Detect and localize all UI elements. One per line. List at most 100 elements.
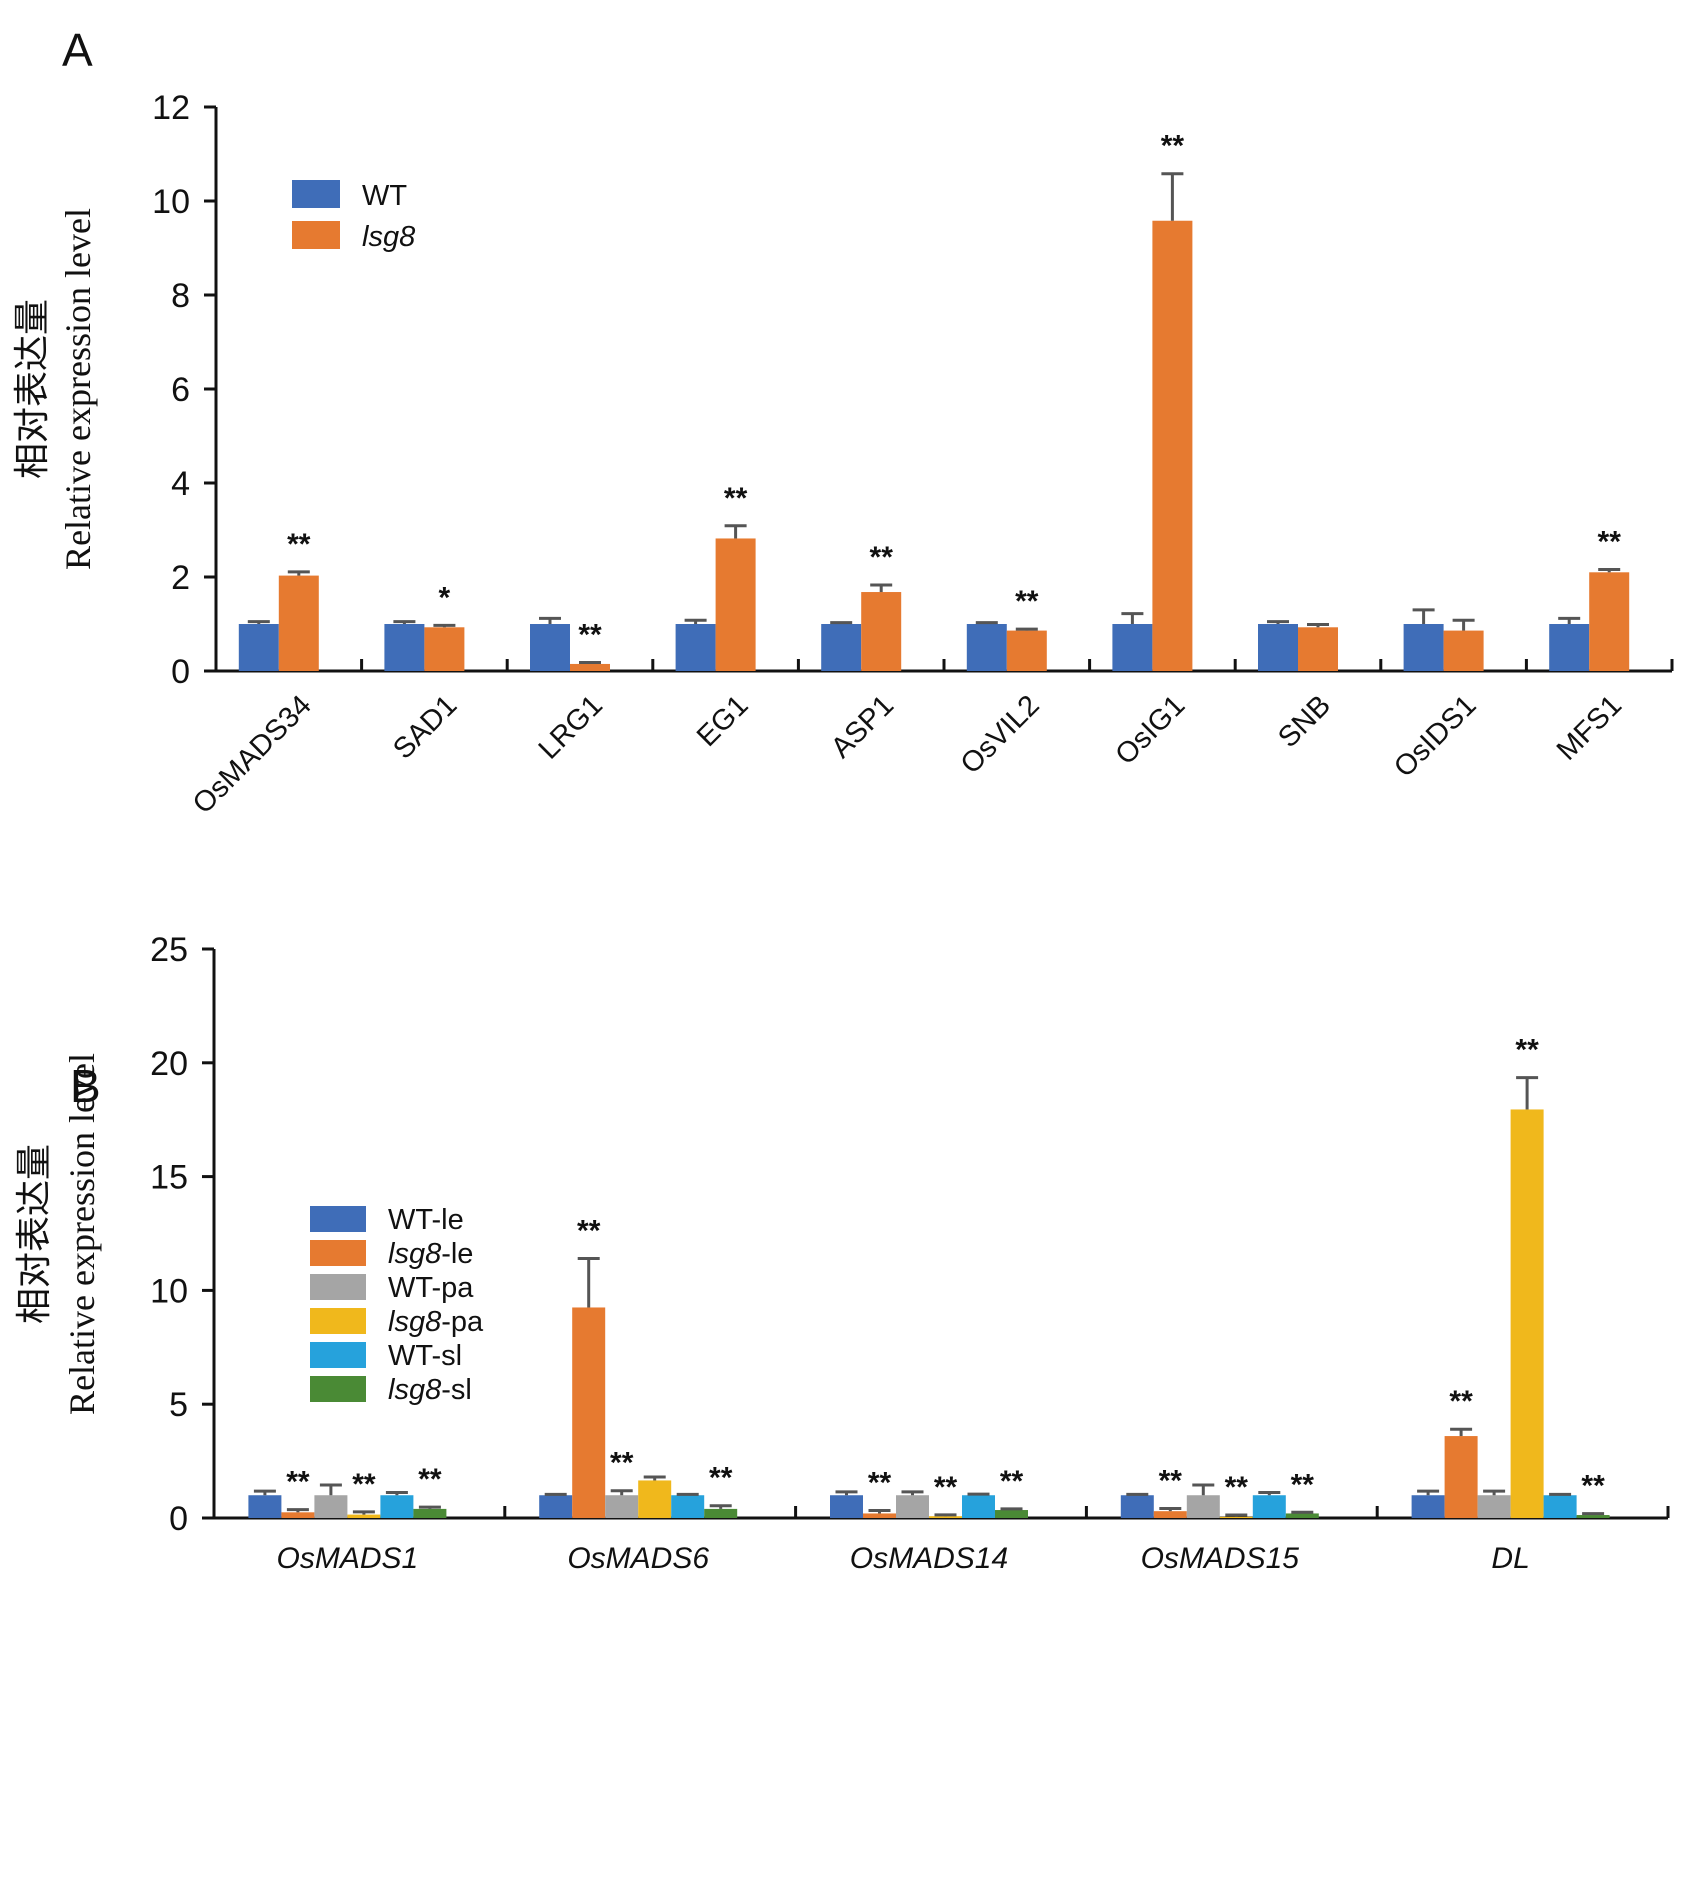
legend-item: lsg8-pa: [310, 1306, 484, 1338]
y-tick-label: 12: [152, 89, 190, 127]
legend-swatch: [310, 1206, 366, 1232]
x-tick-label: OsMADS15: [1141, 1542, 1300, 1575]
legend-swatch: [292, 180, 340, 208]
bar-wt-le: [830, 1495, 863, 1518]
x-tick-label: OsMADS1: [277, 1542, 419, 1575]
x-tick-label: EG1: [691, 689, 755, 753]
y-tick-label: 0: [171, 653, 190, 691]
legend-item: lsg8-le: [310, 1238, 473, 1270]
bar-lsg8-sl: [704, 1508, 738, 1518]
panel-b-ylabel-en: Relative expression level: [62, 1053, 102, 1415]
bar-wt-sl: [962, 1495, 995, 1518]
bar-lsg8-pa: [1219, 1516, 1253, 1518]
bar-wt-pa: [896, 1495, 929, 1518]
bar-lsg8-le: [281, 1512, 315, 1518]
y-tick-label: 0: [169, 1500, 188, 1538]
bar-wt-sl: [1543, 1495, 1577, 1518]
legend-label: lsg8-pa: [388, 1306, 484, 1338]
y-tick-label: 10: [150, 1272, 188, 1310]
bar-lsg8-pa: [1510, 1109, 1544, 1518]
bar-wt-sl: [380, 1495, 414, 1518]
significance-marker: **: [1225, 1471, 1249, 1504]
x-tick-label: ASP1: [825, 689, 900, 764]
significance-marker: **: [1000, 1465, 1024, 1498]
bar-wt: [384, 624, 425, 671]
bar-lsg8-sl: [995, 1510, 1028, 1518]
x-tick-label: OsIDS1: [1388, 689, 1482, 783]
legend-label-rest: WT-le: [388, 1204, 464, 1236]
y-tick-label: 8: [171, 277, 190, 315]
bar-wt-pa: [605, 1495, 639, 1518]
bar-wt-sl: [1252, 1495, 1286, 1518]
panel-b-ylabel: 相对表达量 Relative expression level: [14, 1053, 102, 1415]
legend-swatch: [292, 221, 340, 249]
significance-marker: **: [724, 482, 748, 515]
legend-label: WT-sl: [388, 1340, 462, 1372]
bar-lsg8: [715, 538, 756, 671]
bar-lsg8-le: [1153, 1511, 1187, 1518]
legend-label: lsg8: [362, 221, 415, 253]
bar-lsg8: [424, 627, 465, 671]
bar-wt: [1258, 624, 1298, 671]
legend-label-italic: lsg8: [388, 1238, 441, 1270]
legend-item: WT-sl: [310, 1340, 462, 1372]
legend-label: lsg8-sl: [388, 1374, 472, 1406]
panel-b-letter: B: [70, 1060, 101, 1112]
bar-lsg8-pa: [929, 1516, 962, 1518]
legend-item: WT-pa: [310, 1272, 474, 1304]
bar-group: **: [675, 482, 756, 671]
legend-swatch: [310, 1240, 366, 1266]
y-tick-label: 10: [152, 183, 190, 221]
bar-group: **: [821, 541, 902, 671]
bar-lsg8: [1298, 627, 1338, 671]
y-tick-label: 2: [171, 559, 190, 597]
bar-lsg8: [1006, 630, 1047, 671]
bar-wt-pa: [314, 1495, 348, 1518]
legend-label: WT: [362, 180, 407, 212]
significance-marker: **: [287, 528, 311, 561]
significance-marker: **: [352, 1468, 376, 1501]
bar-wt: [238, 624, 279, 671]
bar-group: [1258, 620, 1338, 671]
bar-wt: [821, 624, 862, 671]
panel-b-axes: 0 5 10 15 20 25 OsMADS1 OsMADS6 OsMADS14 OsMADS15…: [150, 931, 1670, 1575]
significance-marker: **: [1291, 1468, 1315, 1501]
y-tick-label: 5: [169, 1386, 188, 1424]
x-tick-label: OsMADS14: [850, 1542, 1008, 1575]
significance-marker: **: [1598, 525, 1622, 558]
bar-lsg8: [570, 663, 610, 671]
bar-lsg8-sl: [413, 1508, 447, 1518]
legend-label-rest: -le: [441, 1238, 473, 1270]
bar-wt-le: [539, 1495, 573, 1518]
bar-group: ** ** **: [1411, 1034, 1610, 1518]
bar-wt-pa: [1477, 1495, 1511, 1518]
bar-wt: [1403, 624, 1444, 671]
significance-marker: **: [286, 1466, 310, 1499]
legend-item: WT: [292, 180, 407, 212]
panel-a: A 相对表达量 Relative expression level 0 2 4 6 8 1…: [12, 24, 1674, 820]
legend-label-rest: -pa: [441, 1306, 484, 1338]
y-tick-label: 25: [150, 931, 188, 969]
legend-label: lsg8-le: [388, 1238, 473, 1270]
bar-group: ** ** **: [248, 1463, 447, 1518]
x-tick-label: MFS1: [1551, 689, 1628, 766]
panel-a-legend: WT lsg8: [292, 180, 415, 253]
bar-lsg8-sl: [1285, 1513, 1319, 1518]
y-tick-label: 6: [171, 371, 190, 409]
legend-swatch: [310, 1308, 366, 1334]
bar-wt-pa: [1186, 1495, 1220, 1518]
legend-label: WT-pa: [388, 1272, 474, 1304]
bar-wt-le: [1411, 1495, 1445, 1518]
significance-marker: **: [610, 1447, 634, 1480]
legend-label-rest: WT-sl: [388, 1340, 462, 1372]
x-tick-label: OsMADS34: [187, 689, 318, 820]
bar-wt: [675, 624, 716, 671]
x-tick-label: SNB: [1272, 689, 1337, 754]
significance-marker: **: [709, 1462, 733, 1495]
bar-group: **: [966, 585, 1047, 671]
x-tick-label: OsVIL2: [955, 689, 1046, 780]
bar-wt: [530, 624, 570, 671]
x-tick-label: OsIG1: [1109, 689, 1191, 771]
significance-marker: **: [1159, 1464, 1183, 1497]
